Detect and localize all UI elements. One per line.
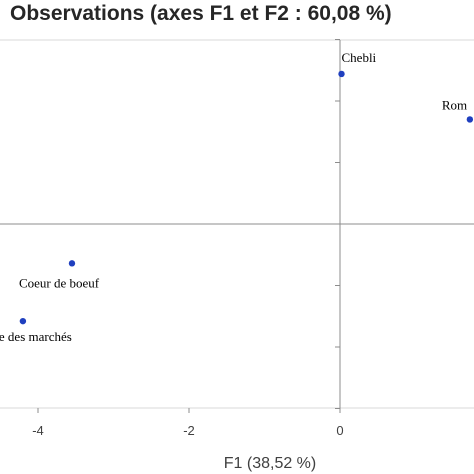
chart-title: Observations (axes F1 et F2 : 60,08 %) bbox=[10, 2, 392, 25]
data-point bbox=[338, 70, 345, 78]
data-point bbox=[466, 116, 474, 123]
point-label: e des marchés bbox=[0, 329, 72, 344]
x-axis-title: F1 (38,52 %) bbox=[224, 455, 316, 472]
point-label: Coeur de boeuf bbox=[19, 275, 100, 290]
x-tick-label: -2 bbox=[183, 423, 195, 438]
point-label: Chebli bbox=[342, 50, 377, 65]
data-points: Chebli Rom Coeur de boeuf e des marchés bbox=[0, 50, 474, 344]
plot-area: Chebli Rom Coeur de boeuf e des marchés bbox=[0, 39, 474, 409]
x-axis-ticks: -4 -2 0 bbox=[32, 408, 344, 438]
x-tick-label: -4 bbox=[32, 423, 44, 438]
data-point bbox=[19, 317, 27, 325]
x-tick-label: 0 bbox=[336, 423, 343, 438]
y-axis-ticks bbox=[335, 39, 340, 409]
data-point bbox=[68, 260, 76, 267]
point-label: Rom bbox=[442, 97, 467, 112]
